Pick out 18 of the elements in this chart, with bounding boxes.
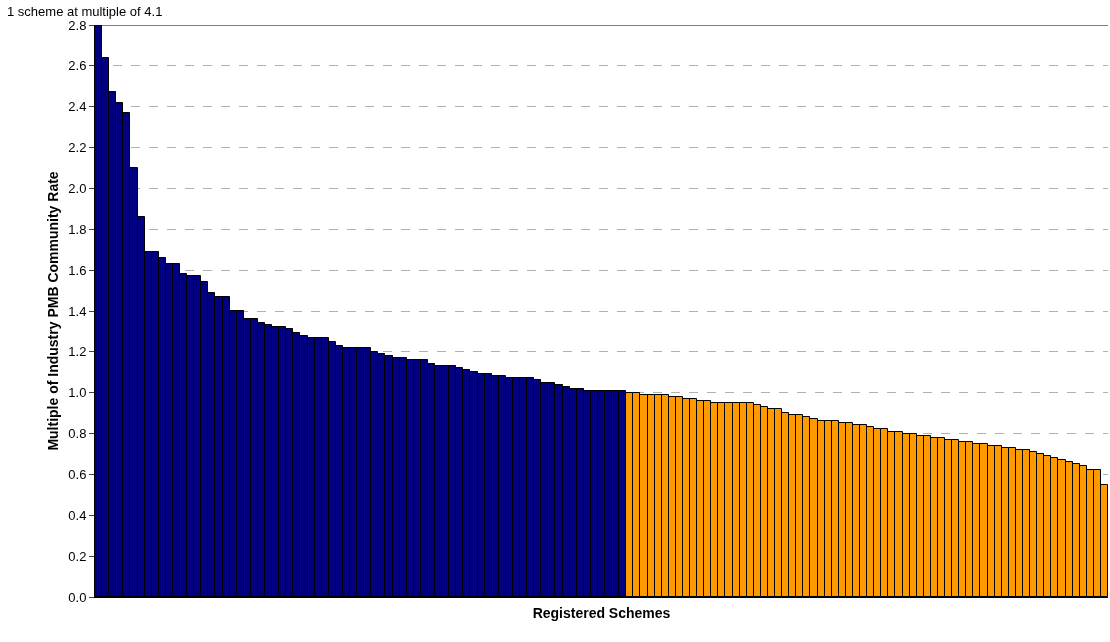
y-tick-label: 0.2: [68, 548, 87, 564]
y-tick-label: 1.2: [68, 344, 87, 360]
y-tick-label: 0.6: [68, 466, 87, 482]
y-tick-label: 2.0: [68, 180, 87, 196]
y-tick-label: 1.8: [68, 221, 87, 237]
y-tick-label: 2.4: [68, 99, 87, 115]
y-tick-label: 2.6: [68, 58, 87, 74]
y-tick-label: 2.8: [68, 17, 87, 33]
y-axis-title: Multiple of Industry PMB Community Rate: [44, 171, 61, 451]
y-tick-label: 1.0: [68, 385, 87, 401]
text: 1 scheme at multiple of 4.1: [7, 4, 163, 19]
y-tick-label: 1.6: [68, 262, 87, 278]
y-tick-label: 2.2: [68, 140, 87, 156]
y-tick-label: 0.4: [68, 507, 87, 523]
y-tick-label: 0.0: [68, 589, 87, 605]
y-tick-label: 1.4: [68, 303, 87, 319]
x-axis-title: Registered Schemes: [532, 604, 671, 621]
y-tick-label: 0.8: [68, 426, 87, 442]
